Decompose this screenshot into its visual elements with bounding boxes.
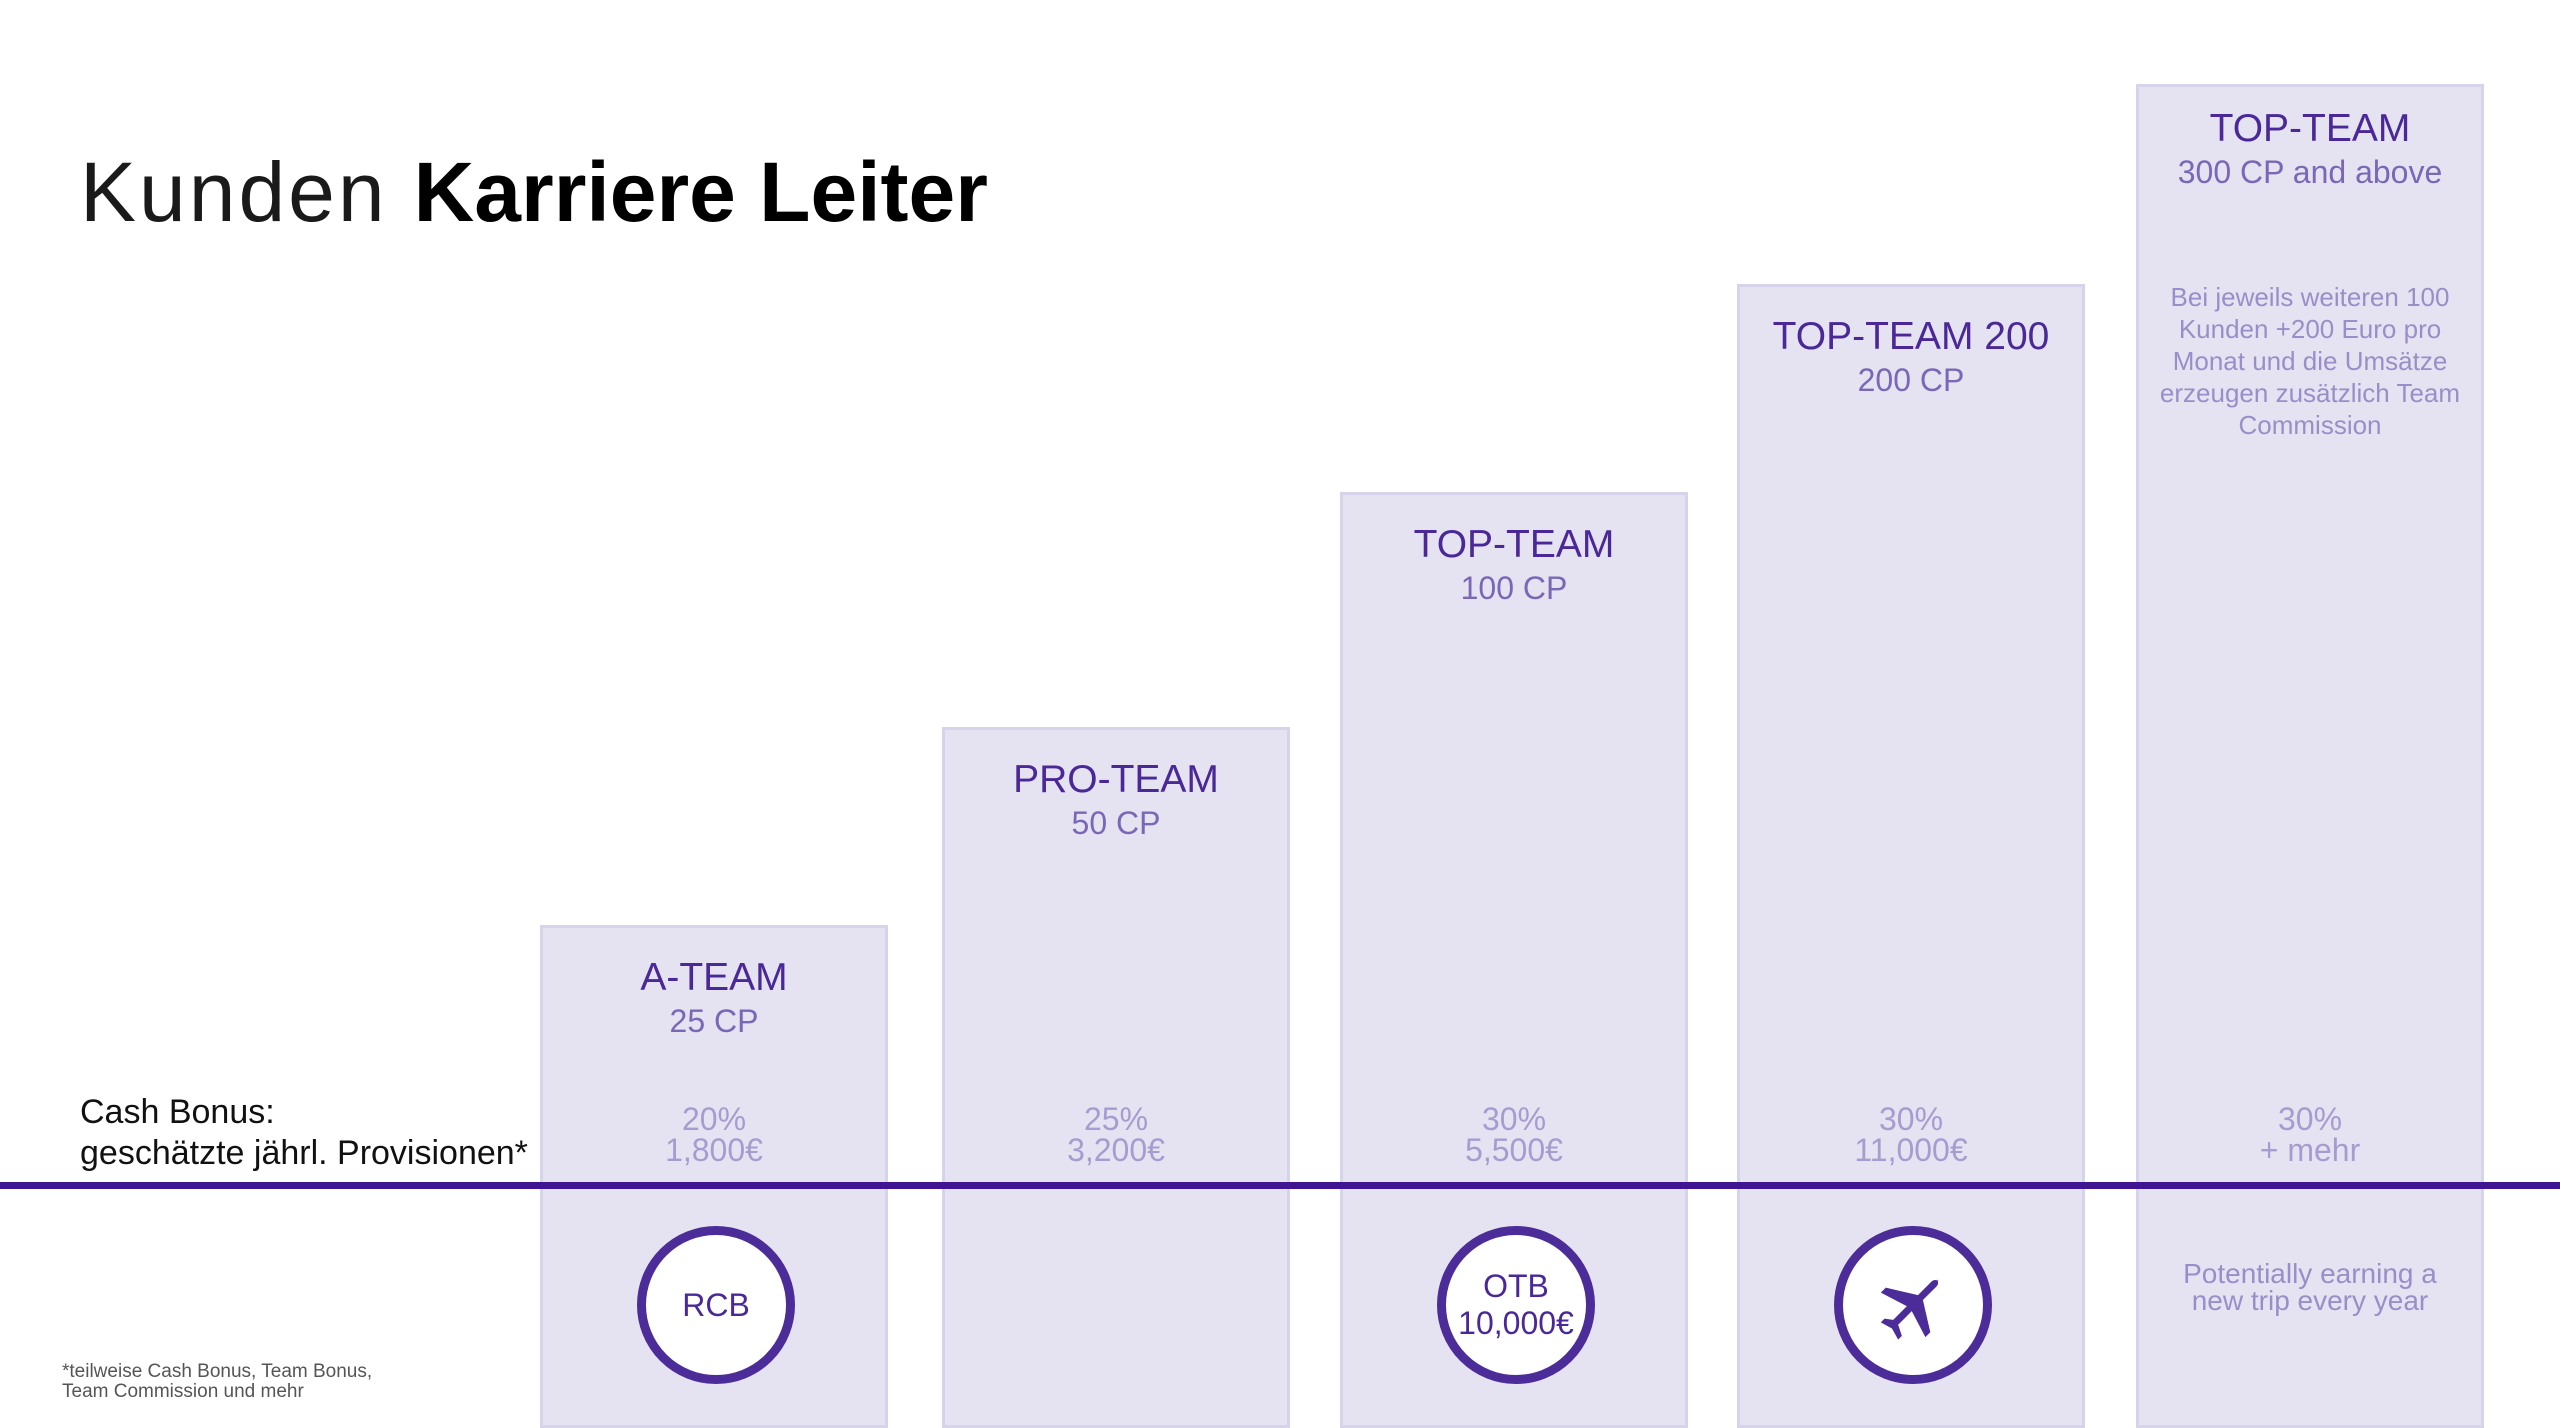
cash-bonus-label-line2: geschätzte jährl. Provisionen* — [80, 1134, 528, 1172]
bonus-a-team: 20% 1,800€ — [540, 1101, 888, 1168]
title-bold: Karriere Leiter — [413, 145, 988, 239]
airplane-icon — [1880, 1279, 1939, 1340]
level-name: A-TEAM — [640, 956, 788, 999]
bonus-pro-team: 25% 3,200€ — [942, 1101, 1290, 1168]
bonus-value: 11,000€ — [1854, 1132, 1968, 1168]
trip-badge — [1834, 1226, 1992, 1384]
bonus-top-team-100: 30% 5,500€ — [1340, 1101, 1688, 1168]
bonus-top-team-300: 30% + mehr — [2136, 1101, 2484, 1168]
level-cp: 50 CP — [1071, 804, 1161, 841]
divider-line — [0, 1182, 2560, 1189]
bonus-percent: 25% — [1083, 1101, 1149, 1137]
page-title: Kunden Karriere Leiter — [80, 150, 988, 234]
level-header: TOP-TEAM 100 CP — [1343, 523, 1685, 609]
level-name: PRO-TEAM — [1013, 758, 1219, 801]
bonus-value: 3,200€ — [1067, 1132, 1165, 1168]
bonus-percent: 30% — [1878, 1101, 1944, 1137]
bonus-value: 5,500€ — [1465, 1132, 1563, 1168]
level-cp: 100 CP — [1460, 569, 1568, 606]
otb-badge-line2: 10,000€ — [1458, 1305, 1574, 1341]
cash-bonus-label: Cash Bonus: geschätzte jährl. Provisione… — [80, 1092, 528, 1174]
title-light: Kunden — [80, 145, 388, 239]
level-header: A-TEAM 25 CP — [543, 956, 885, 1042]
level-name: TOP-TEAM 200 — [1772, 315, 2050, 358]
bonus-percent: 30% — [1481, 1101, 1547, 1137]
otb-badge-line1: OTB — [1483, 1268, 1549, 1305]
level-note: Bei jeweils weiteren 100 Kunden +200 Eur… — [2159, 282, 2461, 441]
bonus-value: + mehr — [2259, 1132, 2361, 1168]
rcb-badge: RCB — [637, 1226, 795, 1384]
footnote-line1: *teilweise Cash Bonus, Team Bonus, — [62, 1361, 373, 1382]
footnote: *teilweise Cash Bonus, Team Bonus, Team … — [62, 1362, 372, 1402]
cash-bonus-label-line1: Cash Bonus: — [80, 1093, 275, 1131]
level-column-pro-team: PRO-TEAM 50 CP — [942, 727, 1290, 1428]
bonus-top-team-200: 30% 11,000€ — [1737, 1101, 2085, 1168]
level-name: TOP-TEAM — [2209, 107, 2411, 150]
bonus-percent: 20% — [681, 1101, 747, 1137]
rcb-badge-label: RCB — [682, 1286, 750, 1323]
trip-note: Potentially earning a new trip every yea… — [2183, 1258, 2437, 1316]
level-column-top-team-200: TOP-TEAM 200 200 CP — [1737, 284, 2085, 1428]
level-name: TOP-TEAM — [1413, 523, 1615, 566]
level-header: TOP-TEAM 200 200 CP — [1740, 315, 2082, 401]
level-cp: 200 CP — [1857, 361, 1965, 398]
level-column-top-team-300: TOP-TEAM 300 CP and above Bei jeweils we… — [2136, 84, 2484, 1428]
level-header: TOP-TEAM 300 CP and above Bei jeweils we… — [2139, 107, 2481, 441]
otb-badge: OTB 10,000€ — [1437, 1226, 1595, 1384]
level-cp: 300 CP and above — [2177, 153, 2443, 190]
bonus-percent: 30% — [2277, 1101, 2343, 1137]
footnote-line2: Team Commission und mehr — [62, 1381, 304, 1402]
level-header: PRO-TEAM 50 CP — [945, 758, 1287, 844]
bonus-value: 1,800€ — [665, 1132, 763, 1168]
level-cp: 25 CP — [669, 1002, 759, 1039]
